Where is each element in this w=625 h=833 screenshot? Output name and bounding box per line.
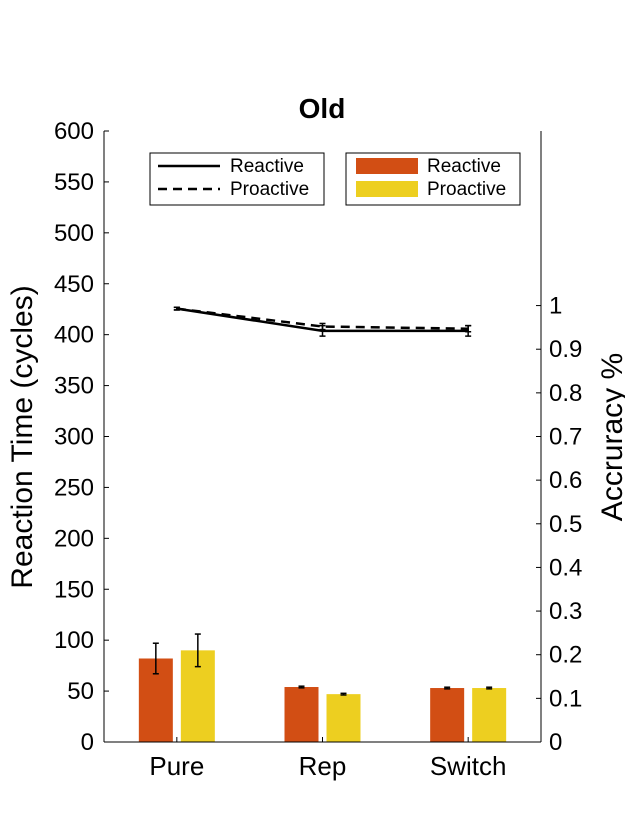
left-tick-label: 300 [54,424,94,451]
right-tick-label: 0 [549,729,562,756]
right-tick-label: 1 [549,293,562,320]
right-tick-label: 0.9 [549,336,582,363]
left-tick-label: 450 [54,271,94,298]
right-tick-label: 0.5 [549,511,582,538]
bar-reactive-switch [430,688,465,742]
left-tick-label: 400 [54,322,94,349]
left-tick-label: 550 [54,169,94,196]
left-tick-label: 0 [81,729,94,756]
right-tick-labels: 0 0.1 0.2 0.3 0.4 0.5 0.6 0.7 0.8 0.9 1 [549,293,582,756]
right-tick-label: 0.3 [549,598,582,625]
legend-lines-box [149,152,325,206]
legend-bar-reactive-label: Reactive [427,156,501,177]
x-tick-label-rep: Rep [299,751,347,781]
legend-lines: Reactive Proactive [149,152,325,206]
right-tick-label: 0.2 [549,642,582,669]
left-tick-labels: 0 50 100 150 200 250 300 350 400 450 500 550 600 [54,118,94,756]
x-tick-labels: Pure Rep Switch [149,751,506,781]
left-tick-label: 600 [54,118,94,145]
right-tick-label: 0.8 [549,380,582,407]
chart-title: Old [299,93,346,124]
bar-proactive-rep [326,694,361,742]
legend-bar-reactive-swatch [356,158,418,174]
x-tick-label-switch: Switch [430,751,507,781]
left-tick-label: 150 [54,576,94,603]
legend-bars: Reactive Proactive [345,152,521,206]
left-tick-label: 100 [54,627,94,654]
legend-line-proactive-label: Proactive [230,179,309,200]
y-axis-title: Reaction Time (cycles) [6,285,39,588]
line-proactive [176,307,469,330]
right-tick-label: 0.1 [549,685,582,712]
legend-bar-proactive-label: Proactive [427,179,506,200]
x-tick-label-pure: Pure [149,751,204,781]
right-tick-label: 0.6 [549,467,582,494]
left-tick-label: 250 [54,474,94,501]
left-tick-label: 350 [54,373,94,400]
left-tick-label: 50 [67,678,94,705]
legend-line-reactive-label: Reactive [230,156,304,177]
axes-layer [103,130,542,743]
left-tick-label: 200 [54,525,94,552]
lines-layer [173,306,472,337]
y2-axis-title: Accruracy % [596,353,625,521]
right-tick-label: 0.7 [549,424,582,451]
left-tick-label: 500 [54,220,94,247]
bar-proactive-switch [472,688,507,742]
right-tick-label: 0.4 [549,554,582,581]
bars-layer [138,633,507,742]
bar-reactive-rep [284,687,319,742]
legend-bar-proactive-swatch [356,181,418,197]
